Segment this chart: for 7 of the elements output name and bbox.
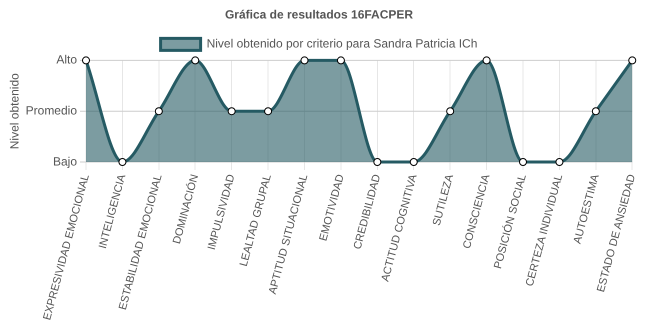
legend-label: Nivel obtenido por criterio para Sandra Patricia ICh [206,36,478,51]
ref-line-label: Alto [56,52,78,67]
chart-title: Gráfica de resultados 16FACPER [224,8,414,22]
y-axis-title: Nivel obtenido [8,72,22,150]
ref-line-label: Promedio [26,104,78,118]
ref-line-label: Bajo [52,154,78,168]
x-tick-label: LEALTAD GRUPAL [238,173,274,268]
